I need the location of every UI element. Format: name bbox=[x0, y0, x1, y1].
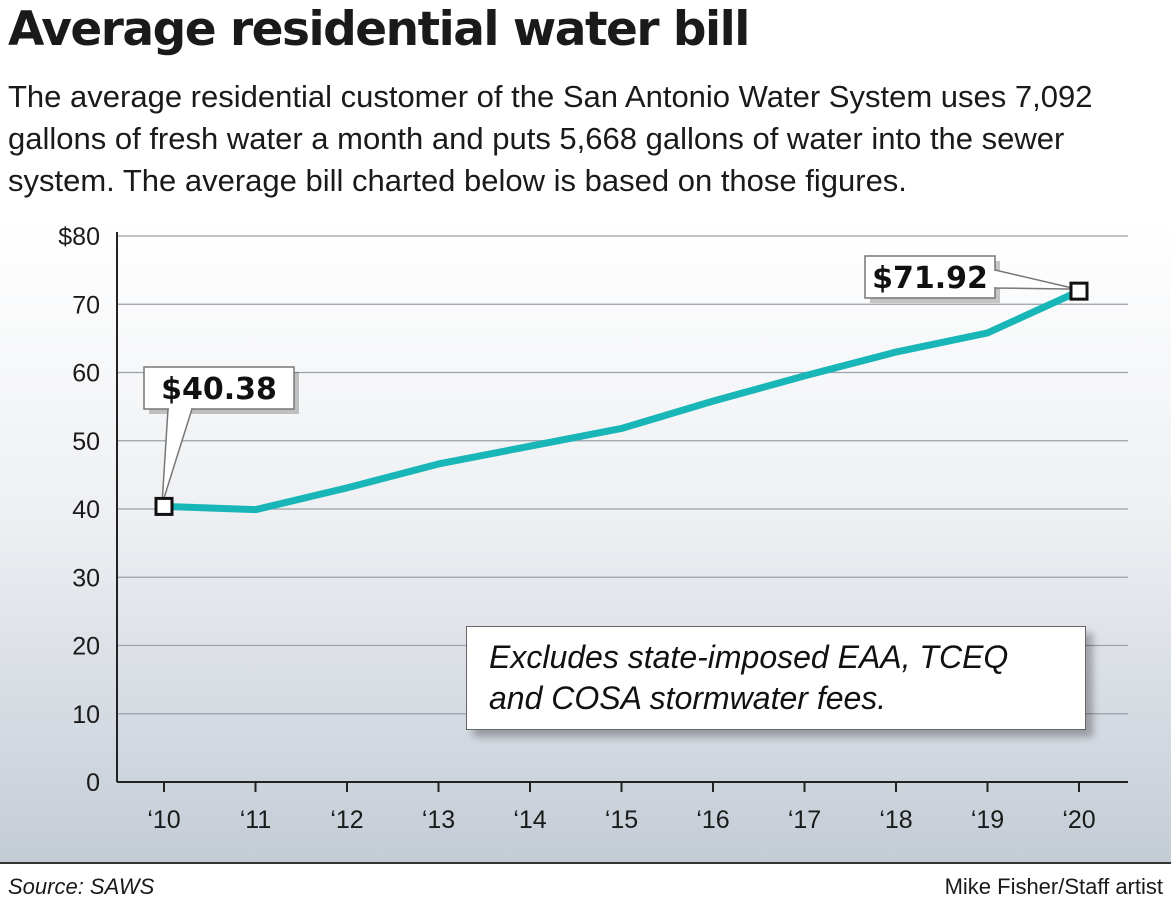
x-tick-label: ‘16 bbox=[696, 806, 729, 834]
x-tick-label: ‘10 bbox=[147, 806, 180, 834]
x-tick-label: ‘18 bbox=[879, 806, 912, 834]
value-callout: $40.38 bbox=[143, 366, 299, 516]
point-marker bbox=[1069, 281, 1089, 301]
y-tick-label: 70 bbox=[72, 291, 100, 319]
y-tick-label: 30 bbox=[72, 564, 100, 592]
chart-panel: 0 10 20 30 40 50 60 70 $80 ‘10 ‘11 ‘12 ‘13 ‘14 ‘15 ‘16… bbox=[0, 222, 1171, 862]
source-credit: Source: SAWS bbox=[8, 874, 155, 899]
chart-title: Average residential water bill bbox=[8, 2, 750, 57]
callout-label: $71.92 bbox=[872, 261, 988, 296]
x-tick-label: ‘17 bbox=[788, 806, 821, 834]
y-axis-tick-labels: 0 10 20 30 40 50 60 70 $80 bbox=[58, 223, 100, 797]
x-tick-label: ‘13 bbox=[422, 806, 455, 834]
y-tick-label: $80 bbox=[58, 223, 100, 251]
x-tick-label: ‘14 bbox=[513, 806, 546, 834]
callouts: $40.38 $71.92 bbox=[143, 255, 1089, 516]
callout-pointer bbox=[161, 408, 194, 505]
x-axis-tick-labels: ‘10 ‘11 ‘12 ‘13 ‘14 ‘15 ‘16 ‘17 ‘18 ‘19 ‘20 bbox=[147, 806, 1095, 834]
footer-divider bbox=[0, 862, 1171, 864]
callout-box bbox=[143, 366, 295, 410]
x-tick-label: ‘11 bbox=[240, 806, 272, 834]
chart-subtitle: The average residential customer of the … bbox=[8, 79, 1093, 198]
series-line bbox=[160, 287, 1083, 514]
axes bbox=[116, 232, 1128, 792]
chart-note: Excludes state-imposed EAA, TCEQ and COS… bbox=[466, 626, 1086, 730]
y-tick-label: 60 bbox=[72, 360, 100, 388]
x-tick-label: ‘15 bbox=[605, 806, 638, 834]
artist-credit: Mike Fisher/Staff artist bbox=[944, 874, 1163, 899]
y-tick-label: 0 bbox=[86, 769, 100, 797]
y-tick-label: 50 bbox=[72, 428, 100, 456]
line-chart: 0 10 20 30 40 50 60 70 $80 ‘10 ‘11 ‘12 ‘13 ‘14 ‘15 ‘16… bbox=[58, 223, 1128, 834]
callout-pointer bbox=[994, 269, 1078, 290]
data-series bbox=[160, 287, 1083, 514]
y-tick-label: 20 bbox=[72, 633, 100, 661]
x-tick-label: ‘19 bbox=[971, 806, 1004, 834]
x-tick-label: ‘12 bbox=[330, 806, 363, 834]
y-tick-label: 10 bbox=[72, 701, 100, 729]
x-tick-label: ‘20 bbox=[1062, 806, 1095, 834]
y-tick-label: 40 bbox=[72, 496, 100, 524]
callout-label: $40.38 bbox=[161, 372, 277, 407]
point-marker bbox=[154, 496, 174, 516]
value-callout: $71.92 bbox=[864, 255, 1089, 303]
